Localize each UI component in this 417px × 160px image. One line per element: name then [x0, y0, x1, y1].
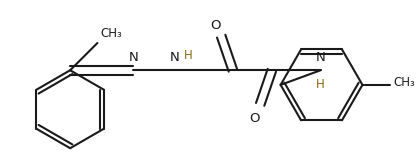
Text: CH₃: CH₃: [100, 27, 122, 40]
Text: H: H: [183, 49, 192, 62]
Text: N: N: [128, 51, 138, 64]
Text: N: N: [170, 51, 179, 64]
Text: N: N: [316, 51, 325, 64]
Text: O: O: [249, 112, 259, 125]
Text: H: H: [316, 78, 325, 91]
Text: CH₃: CH₃: [394, 76, 415, 89]
Text: O: O: [210, 19, 221, 32]
